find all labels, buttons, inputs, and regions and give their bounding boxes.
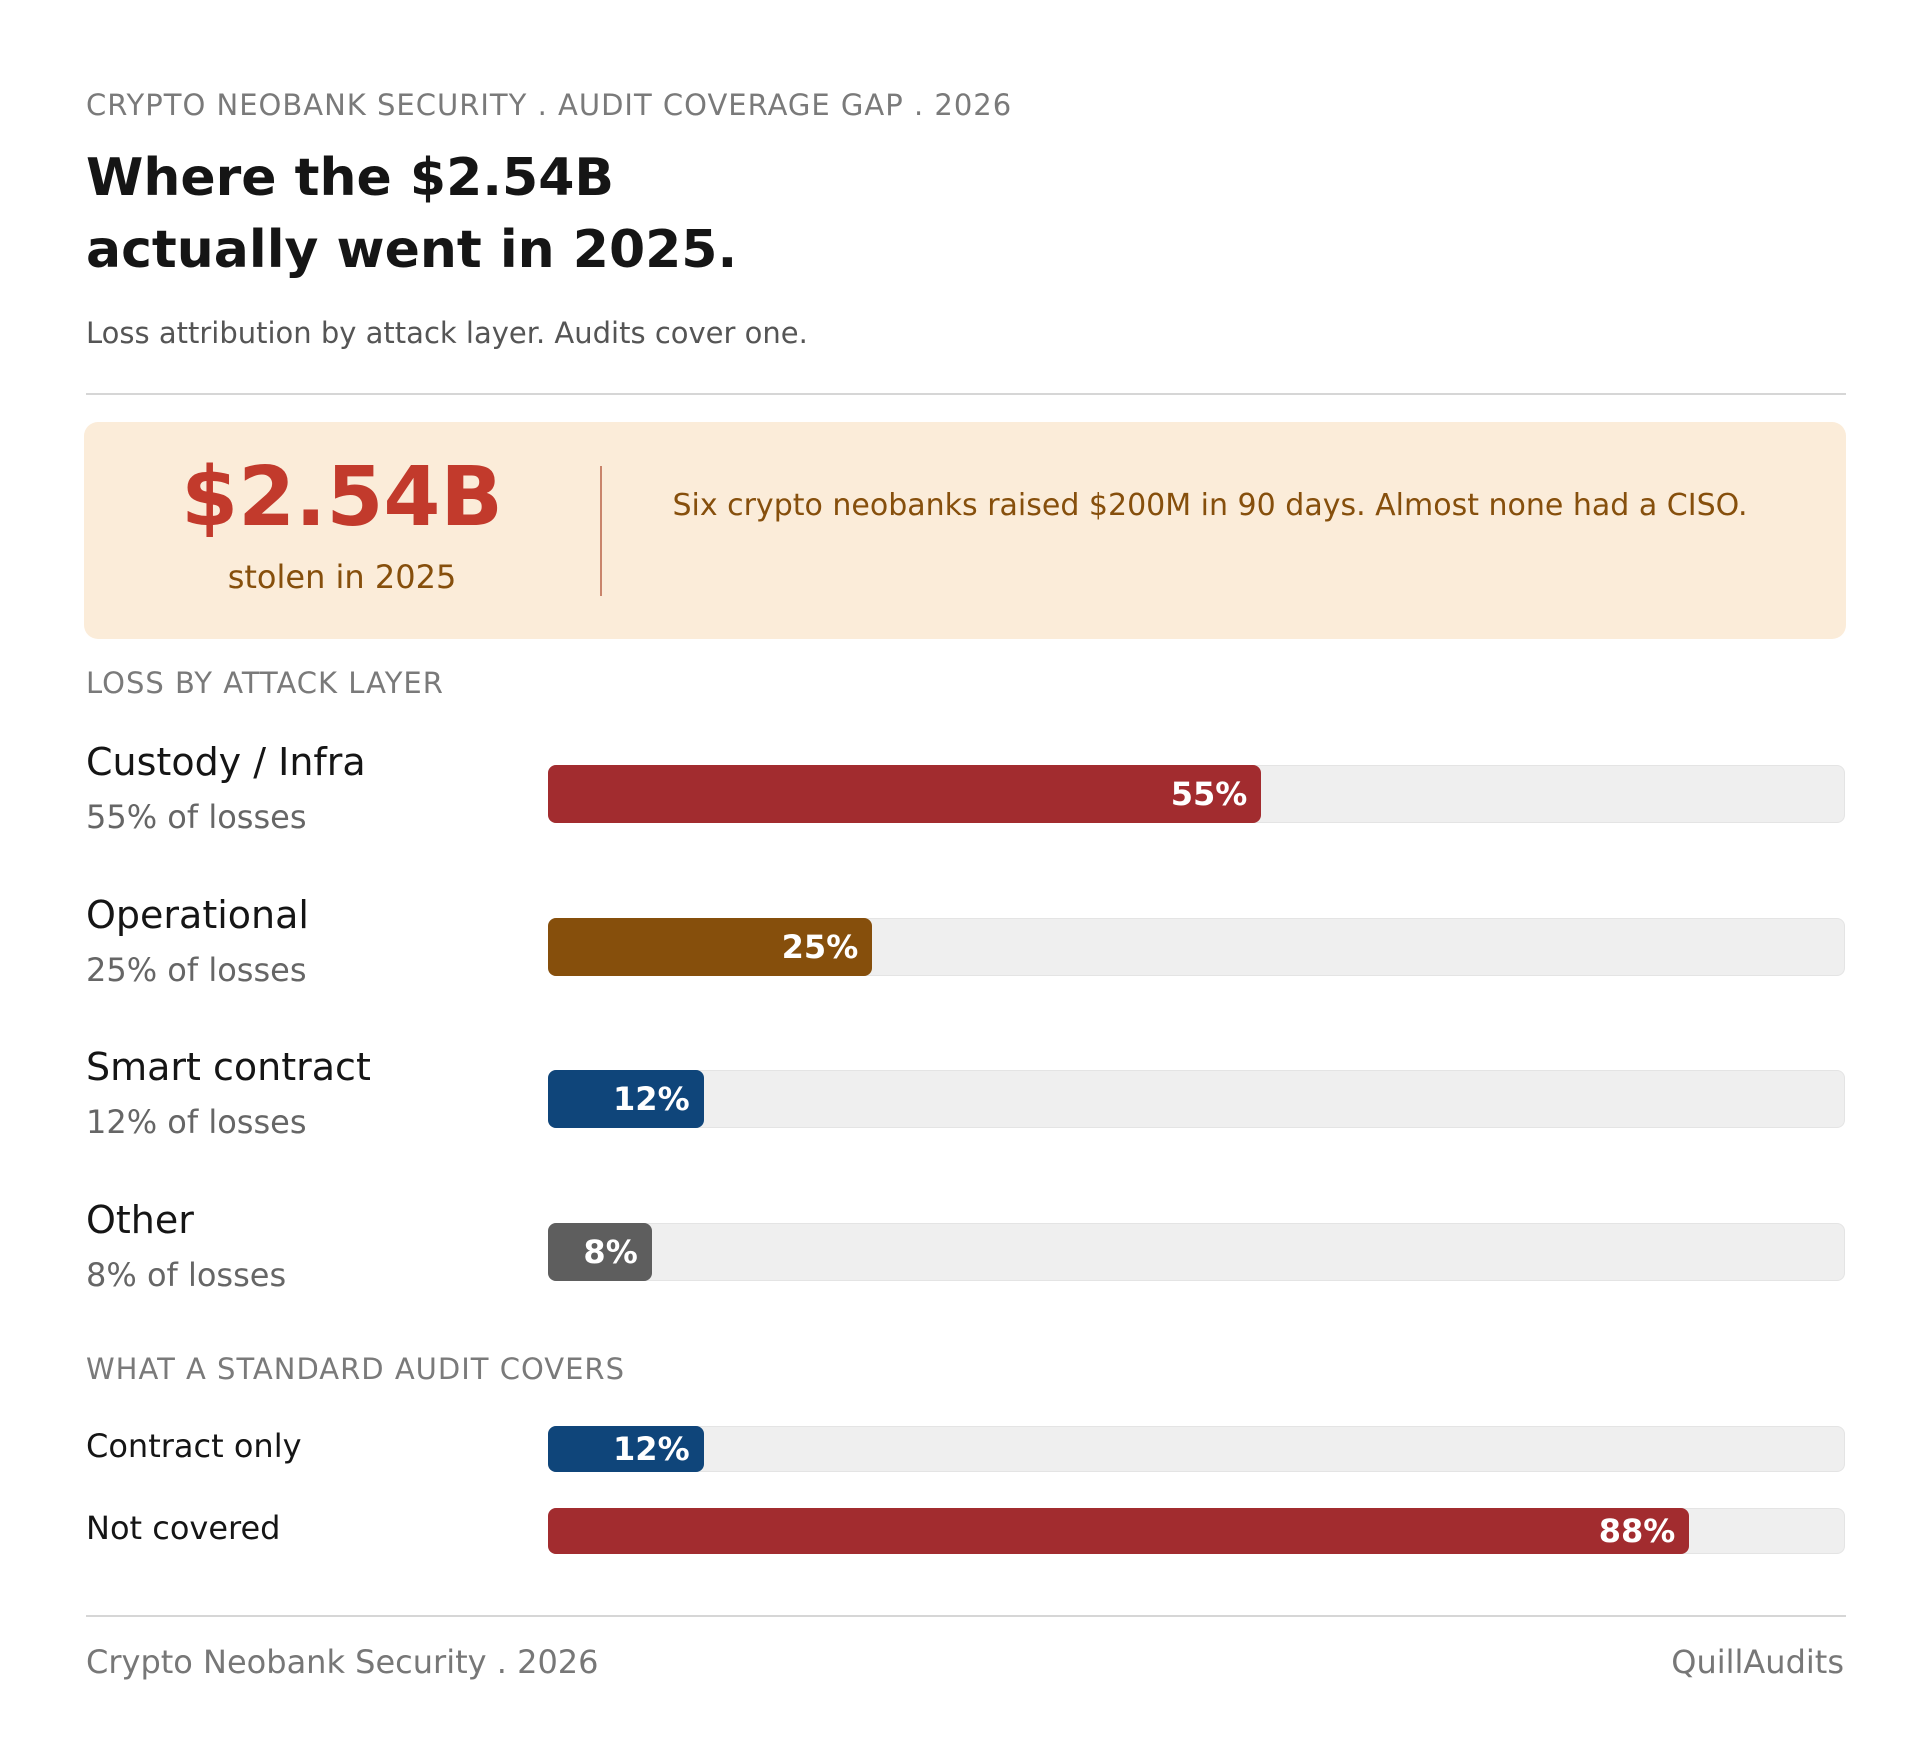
- footer-right: QuillAudits: [1671, 1643, 1844, 1681]
- section-title: WHAT A STANDARD AUDIT COVERS: [86, 1352, 625, 1386]
- category-sublabel: 25% of losses: [86, 950, 307, 989]
- bar-track: [548, 1070, 1845, 1128]
- subtitle: Loss attribution by attack layer. Audits…: [86, 316, 808, 350]
- category-label: Not covered: [86, 1509, 281, 1547]
- value-label: 25%: [781, 927, 859, 966]
- footer-left: Crypto Neobank Security . 2026: [86, 1643, 599, 1681]
- title-line: Where the $2.54B: [86, 148, 615, 208]
- divider: [86, 393, 1846, 395]
- value-label: 88%: [1598, 1512, 1676, 1550]
- bar: [548, 1070, 704, 1128]
- callout: [84, 422, 1846, 639]
- bar-track: [548, 1426, 1845, 1472]
- bar: [548, 917, 873, 976]
- bar: [548, 765, 1262, 823]
- bar: [548, 1508, 1690, 1554]
- kicker: CRYPTO NEOBANK SECURITY . AUDIT COVERAGE…: [86, 88, 1013, 122]
- category-label: Smart contract: [86, 1045, 371, 1089]
- category-sublabel: 12% of losses: [86, 1103, 307, 1141]
- callout-figure: $2.54B: [181, 450, 503, 545]
- callout-caption: stolen in 2025: [227, 558, 457, 596]
- category-label: Operational: [86, 892, 309, 937]
- value-label: 12%: [613, 1430, 690, 1468]
- category-sublabel: 55% of losses: [86, 798, 307, 836]
- title-line: actually went in 2025.: [86, 220, 738, 280]
- value-label: 55%: [1170, 775, 1248, 813]
- bar: [548, 1426, 704, 1472]
- value-label: 12%: [613, 1080, 690, 1118]
- callout-text: Six crypto neobanks raised $200M in 90 d…: [672, 488, 1748, 523]
- category-label: Other: [86, 1197, 194, 1242]
- footer-divider: [86, 1615, 1846, 1617]
- value-label: 8%: [583, 1232, 638, 1271]
- category-label: Contract only: [86, 1427, 302, 1465]
- bar-track: [548, 1222, 1845, 1281]
- category-label: Custody / Infra: [86, 740, 366, 784]
- callout-divider: [600, 466, 602, 596]
- bar: [548, 1222, 652, 1281]
- category-sublabel: 8% of losses: [86, 1255, 287, 1294]
- section-title: LOSS BY ATTACK LAYER: [86, 666, 444, 700]
